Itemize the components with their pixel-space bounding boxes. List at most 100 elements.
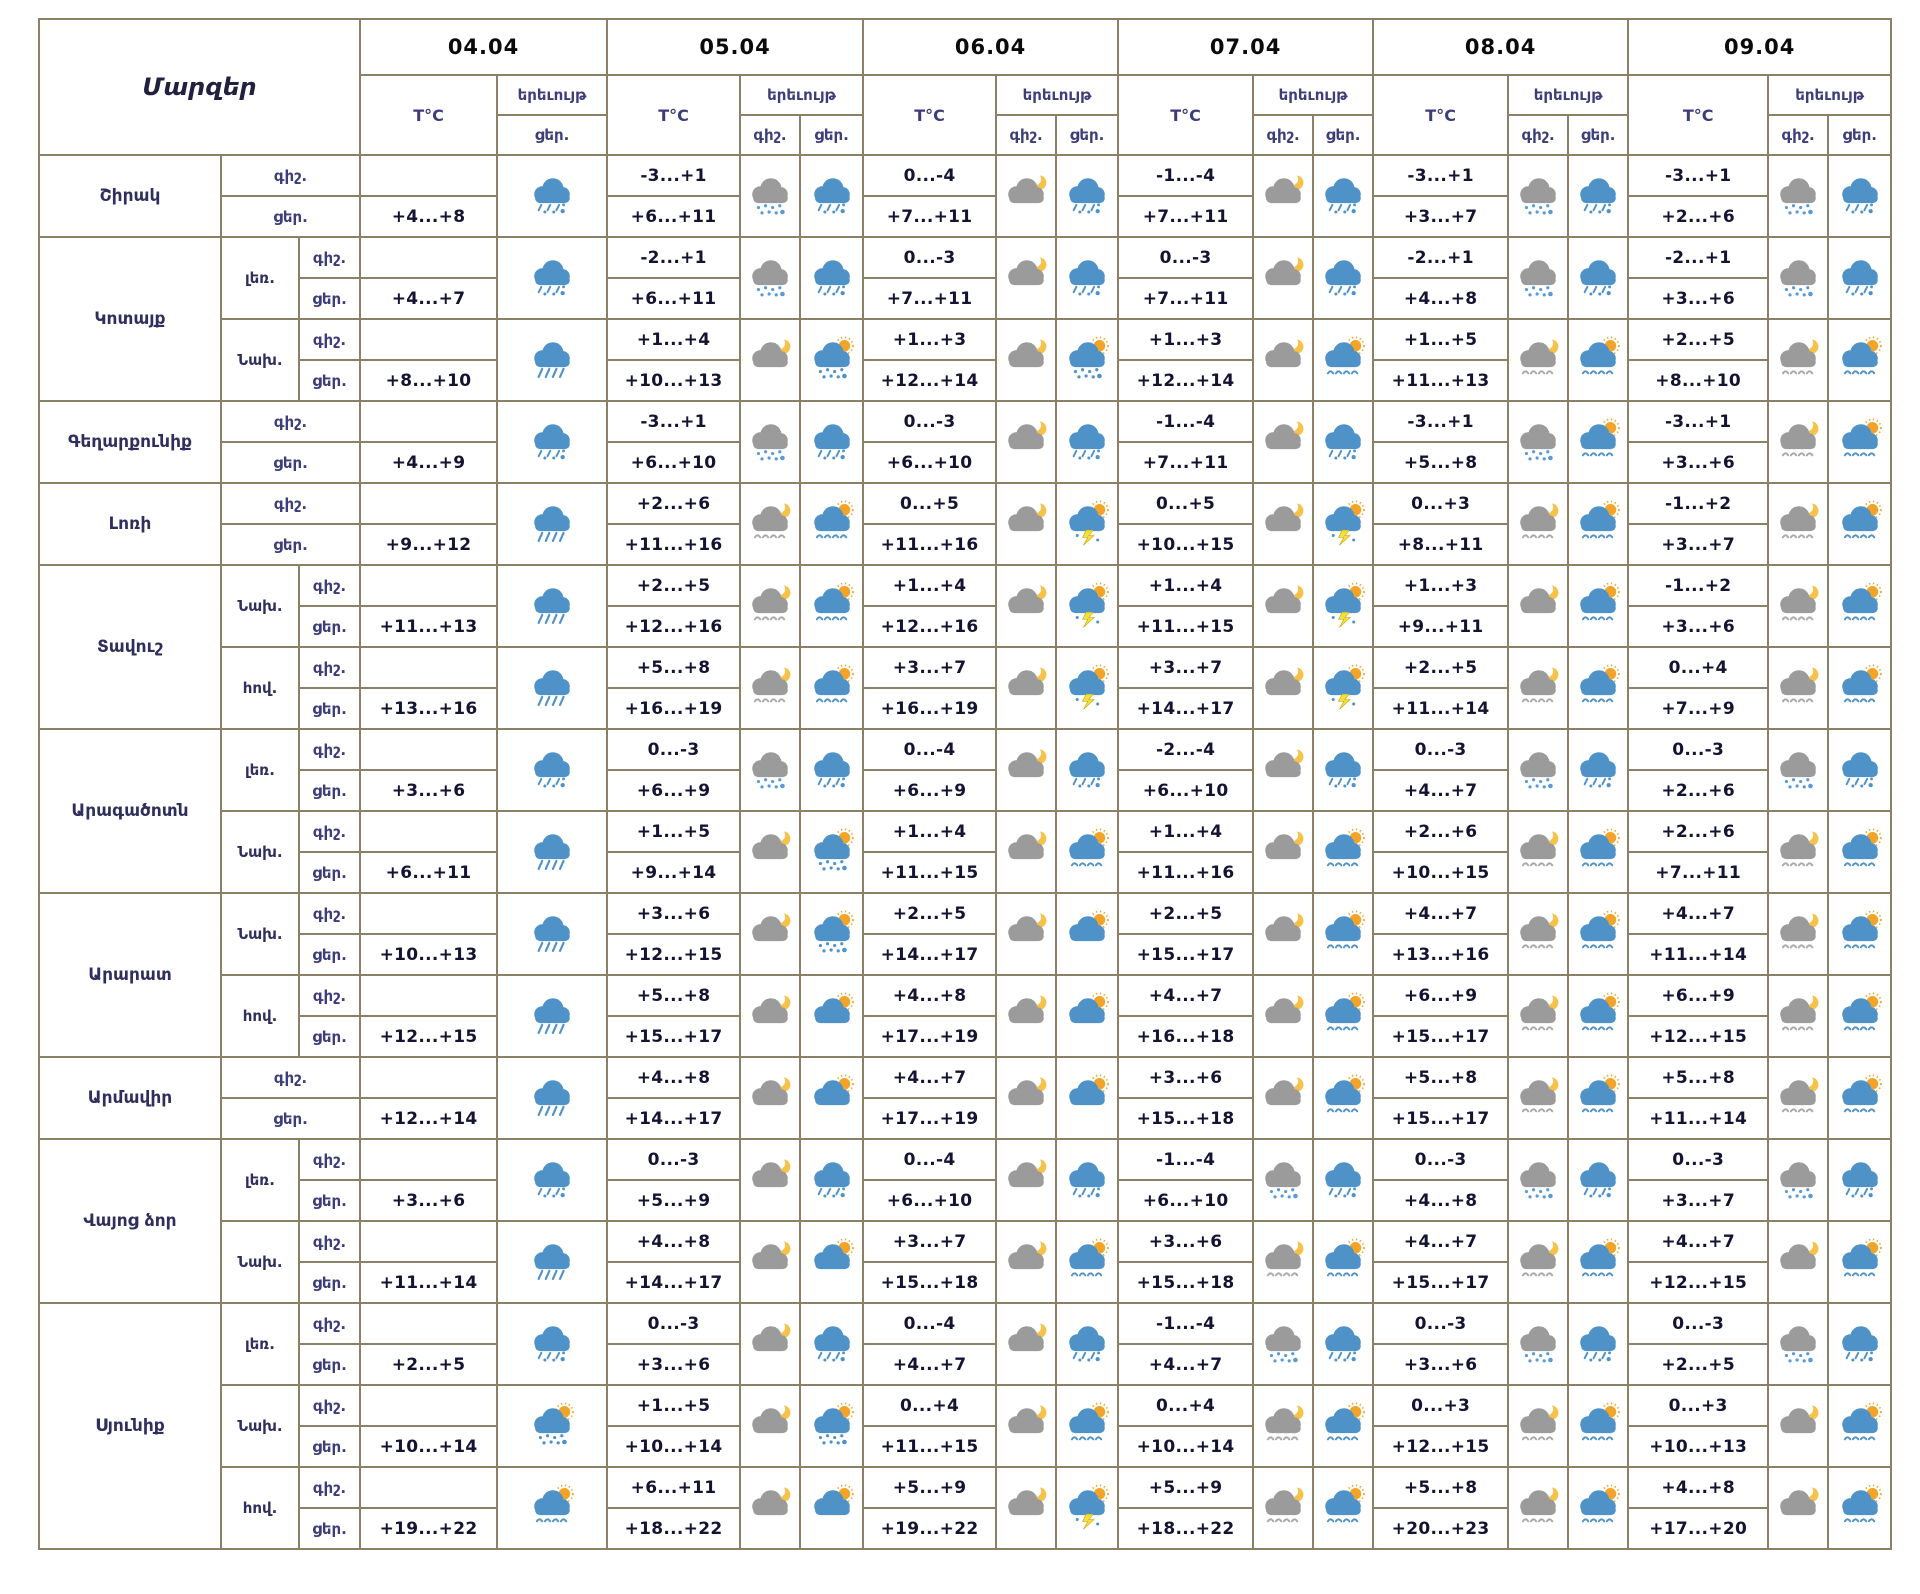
weather-day-cell [1567, 564, 1630, 648]
sun-thunder-icon [1325, 582, 1365, 628]
forecast-row-night: հով. գիշ. +6...+11 +5...+9 +5...+9 +5...+8 +4.… [39, 1466, 1893, 1550]
weather-night-cell [1252, 1138, 1315, 1222]
weather-day-cell [1827, 1466, 1893, 1550]
weather-night-cell [1252, 728, 1315, 812]
weather-night-cell [1767, 1056, 1830, 1140]
temp-column-header: T°C [1117, 74, 1255, 156]
night-temp: 0...-3 [1627, 1138, 1770, 1181]
night-temp: -1...-4 [1117, 154, 1255, 197]
sun-drizzle-icon [1841, 500, 1882, 539]
moon-icon [1265, 992, 1304, 1024]
weather-night-cell [739, 318, 802, 402]
sun-drizzle-icon [1325, 1074, 1365, 1113]
weather-day-cell [1827, 482, 1893, 566]
weather-day-cell [1312, 892, 1375, 976]
night-temp: -3...+1 [1627, 400, 1770, 443]
moon-drizzle-icon [1520, 1074, 1559, 1113]
weather-night-cell [1252, 1220, 1315, 1304]
subregion-label: Նախ. [220, 564, 300, 648]
weather-day-cell [799, 318, 865, 402]
rain-icon [534, 588, 570, 624]
moon-drizzle-icon [1520, 910, 1559, 949]
day-temp: +14...+17 [606, 1261, 742, 1304]
day-temp: +6...+9 [606, 769, 742, 812]
night-temp: -1...-4 [1117, 1138, 1255, 1181]
moon-drizzle-icon [1780, 418, 1819, 457]
day-temp: +14...+17 [1117, 687, 1255, 730]
weather-day-cell [1827, 646, 1893, 730]
weather-day-cell [1055, 810, 1120, 894]
night-temp [359, 1466, 499, 1509]
sun-icon [813, 992, 854, 1024]
night-temp: +4...+7 [1627, 1220, 1770, 1263]
day-temp: +2...+6 [1627, 195, 1770, 238]
night-temp: -2...-4 [1117, 728, 1255, 771]
sun-drizzle-icon [813, 582, 854, 621]
night-temp: +3...+6 [1117, 1220, 1255, 1263]
weather-night-cell [995, 564, 1058, 648]
snow-icon [1520, 1326, 1556, 1363]
day-temp: +11...+15 [1117, 605, 1255, 648]
moon-icon [752, 828, 791, 860]
snow-icon [1780, 178, 1816, 215]
weather-night-cell [739, 1384, 802, 1468]
day-temp: +17...+19 [862, 1097, 998, 1140]
night-temp: 0...-3 [1117, 236, 1255, 279]
sleet-icon [1580, 260, 1616, 296]
moon-icon [1265, 172, 1304, 204]
day-temp: +16...+18 [1117, 1015, 1255, 1058]
sleet-icon [1841, 1326, 1878, 1362]
night-temp: +4...+7 [1117, 974, 1255, 1017]
sun-sleet-icon [534, 1402, 574, 1445]
weather-night-cell [995, 1466, 1058, 1550]
sun-icon [813, 1238, 854, 1270]
night-temp [359, 1220, 499, 1263]
forecast-row-day: ցեր. +6...+11 +9...+14 +11...+15 +11...+16 +1… [39, 851, 1891, 894]
day-temp: +15...+18 [1117, 1261, 1255, 1304]
night-label: գիշ. [297, 1384, 362, 1427]
night-temp: +1...+3 [1372, 564, 1510, 607]
weather-night-cell [995, 1138, 1058, 1222]
night-temp: +1...+5 [606, 810, 742, 853]
weather-day-cell [1827, 400, 1893, 484]
weather-day-cell [1055, 1466, 1120, 1550]
weather-day-cell [1567, 810, 1630, 894]
weather-day-cell [799, 564, 865, 648]
night-temp: 0...+4 [1117, 1384, 1255, 1427]
night-temp: +5...+9 [862, 1466, 998, 1509]
day-temp: +10...+14 [606, 1425, 742, 1468]
night-temp: +1...+4 [1117, 810, 1255, 853]
weather-night-cell [1252, 892, 1315, 976]
night-temp: +1...+4 [862, 564, 998, 607]
forecast-row-day: ցեր. +2...+5 +3...+6 +4...+7 +4...+7 +3...+6 +… [39, 1343, 1891, 1386]
sleet-icon [1069, 260, 1105, 296]
weather-day-cell [1312, 810, 1375, 894]
day-temp: +8...+10 [359, 359, 499, 402]
moon-icon [752, 336, 791, 368]
day-temp: +7...+11 [1117, 195, 1255, 238]
night-label: գիշ. [219, 400, 362, 443]
weather-day-cell [799, 154, 865, 238]
day-temp: +11...+16 [1117, 851, 1255, 894]
forecast-row-day: ցեր. +10...+13 +12...+15 +14...+17 +15...+17… [39, 933, 1891, 976]
weather-day-cell [1055, 482, 1120, 566]
sun-icon [813, 1074, 854, 1106]
weather-day-cell [799, 1466, 865, 1550]
weather-day-cell [1055, 1384, 1120, 1468]
snow-icon [1265, 1162, 1301, 1199]
sleet-icon [1580, 178, 1616, 214]
day-temp: +6...+11 [359, 851, 499, 894]
night-temp: 0...-3 [1372, 1138, 1510, 1181]
weather-night-cell [1252, 810, 1315, 894]
moon-drizzle-icon [1780, 992, 1819, 1031]
snow-icon [752, 752, 788, 789]
weather-night-cell [1507, 564, 1570, 648]
moon-drizzle-icon [1520, 992, 1559, 1031]
moon-icon [1265, 828, 1304, 860]
moon-icon [752, 992, 791, 1024]
night-temp: 0...-3 [606, 728, 742, 771]
lightning-glyph [1082, 693, 1095, 710]
phenomenon-column-header: երեւույթ [1507, 74, 1630, 116]
night-temp [359, 1302, 499, 1345]
